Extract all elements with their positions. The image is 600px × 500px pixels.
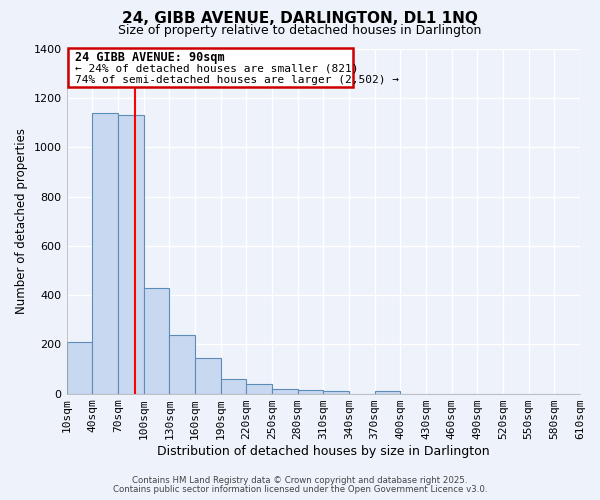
Bar: [323, 390, 349, 394]
Bar: [374, 390, 400, 394]
Text: Contains HM Land Registry data © Crown copyright and database right 2025.: Contains HM Land Registry data © Crown c…: [132, 476, 468, 485]
Text: ← 24% of detached houses are smaller (821)
74% of semi-detached houses are large: ← 24% of detached houses are smaller (82…: [75, 64, 399, 86]
Text: Size of property relative to detached houses in Darlington: Size of property relative to detached ho…: [118, 24, 482, 37]
Bar: [68, 48, 353, 87]
Bar: [118, 116, 143, 394]
Text: Contains public sector information licensed under the Open Government Licence v3: Contains public sector information licen…: [113, 485, 487, 494]
Text: 24, GIBB AVENUE, DARLINGTON, DL1 1NQ: 24, GIBB AVENUE, DARLINGTON, DL1 1NQ: [122, 11, 478, 26]
Bar: [246, 384, 272, 394]
Bar: [298, 390, 323, 394]
Bar: [92, 113, 118, 394]
Bar: [143, 288, 169, 394]
Bar: [221, 379, 246, 394]
X-axis label: Distribution of detached houses by size in Darlington: Distribution of detached houses by size …: [157, 444, 490, 458]
Bar: [272, 388, 298, 394]
Bar: [195, 358, 221, 394]
Bar: [67, 342, 92, 394]
Bar: [169, 334, 195, 394]
Y-axis label: Number of detached properties: Number of detached properties: [15, 128, 28, 314]
Text: 24 GIBB AVENUE: 90sqm: 24 GIBB AVENUE: 90sqm: [75, 52, 225, 64]
